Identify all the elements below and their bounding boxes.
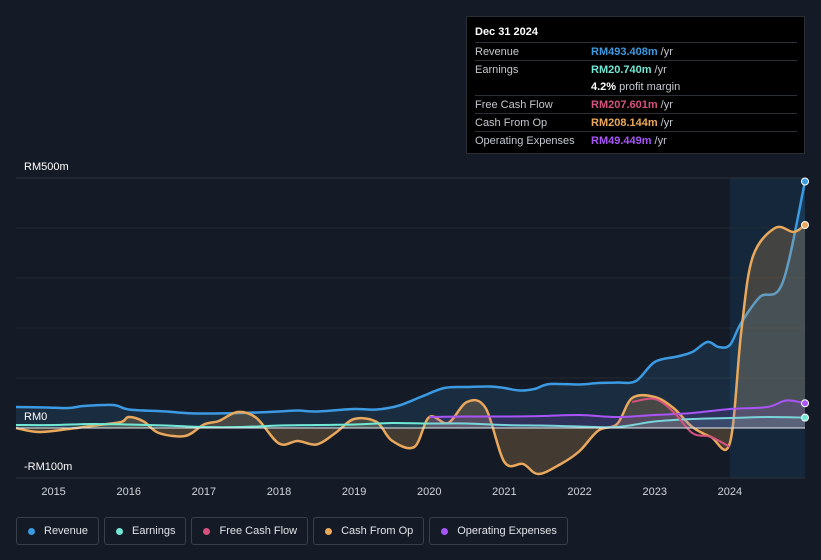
legend-dot-icon (203, 527, 211, 535)
tooltip-unit: /yr (654, 134, 667, 147)
series-area-operating-expenses (429, 400, 805, 428)
chart-area: RM500m RM0 -RM100m 2015 2016 2017 2018 2019 2… (15, 161, 809, 498)
tooltip-unit: /yr (660, 116, 673, 129)
tooltip-unit: profit margin (619, 80, 681, 93)
legend-dot-icon (441, 527, 449, 535)
legend-label: Revenue (44, 525, 89, 537)
tooltip-unit: /yr (660, 98, 673, 111)
y-tick-label-500: RM500m (24, 161, 69, 173)
tooltip-row-cash-from-op: Cash From Op RM208.144m /yr (475, 113, 797, 131)
tooltip-unit: /yr (660, 45, 673, 58)
tooltip-row-earnings: Earnings RM20.740m /yr (475, 60, 797, 78)
legend-item-free-cash-flow[interactable]: Free Cash Flow (191, 517, 309, 545)
series-line-earnings (15, 415, 806, 429)
x-tick-label: 2023 (642, 486, 666, 498)
legend-item-revenue[interactable]: Revenue (16, 517, 100, 545)
x-tick-label: 2019 (342, 486, 366, 498)
data-tooltip: Dec 31 2024 Revenue RM493.408m /yr Earni… (466, 16, 805, 154)
legend-dot-icon (28, 527, 35, 535)
gridlines (16, 177, 805, 479)
tooltip-value: RM207.601m (591, 98, 658, 111)
series-area-revenue (16, 181, 805, 428)
tooltip-label: Operating Expenses (475, 134, 575, 147)
series-line-operating-expenses (429, 399, 806, 418)
tooltip-label: Revenue (475, 45, 520, 58)
tooltip-value: RM493.408m (591, 45, 658, 58)
tooltip-value: RM49.449m (591, 134, 652, 147)
y-tick-label-0: RM0 (24, 411, 47, 423)
tooltip-date: Dec 31 2024 (475, 26, 538, 38)
series-line-free-cash-flow (632, 397, 731, 448)
legend-item-operating-expenses[interactable]: Operating Expenses (429, 517, 568, 545)
chart-legend: Revenue Earnings Free Cash Flow Cash Fro… (16, 517, 568, 545)
legend-dot-icon (325, 527, 333, 535)
tooltip-unit: /yr (654, 63, 667, 76)
x-tick-label: 2022 (567, 486, 591, 498)
y-tick-label-minus100: -RM100m (24, 461, 72, 473)
legend-label: Earnings (132, 525, 176, 537)
x-tick-label: 2021 (492, 486, 516, 498)
tooltip-label: Cash From Op (475, 116, 548, 129)
end-point-earnings (801, 413, 809, 422)
legend-label: Free Cash Flow (219, 525, 298, 537)
end-point-cash-from-op (801, 221, 809, 229)
legend-label: Operating Expenses (457, 525, 557, 537)
legend-item-cash-from-op[interactable]: Cash From Op (313, 517, 425, 545)
legend-item-earnings[interactable]: Earnings (104, 517, 187, 545)
tooltip-value: RM20.740m (591, 63, 652, 76)
legend-label: Cash From Op (341, 525, 414, 537)
series-area-cash-from-op (16, 225, 805, 474)
tooltip-row-profit-margin: 4.2% profit margin (475, 78, 797, 95)
x-tick-label: 2017 (192, 486, 216, 498)
tooltip-label: Earnings (475, 63, 519, 76)
tooltip-label: Free Cash Flow (475, 98, 553, 111)
series-line-revenue (15, 181, 807, 415)
x-tick-label: 2024 (718, 486, 742, 498)
x-tick-label: 2016 (116, 486, 140, 498)
tooltip-value: 4.2% (591, 80, 617, 93)
tooltip-row-revenue: Revenue RM493.408m /yr (475, 42, 797, 60)
x-tick-label: 2015 (41, 486, 65, 498)
end-point-operating-expenses (801, 399, 809, 408)
legend-dot-icon (116, 527, 124, 535)
tooltip-value: RM208.144m (591, 116, 658, 129)
end-point-revenue (801, 177, 809, 186)
x-tick-label: 2018 (267, 486, 291, 498)
tooltip-row-free-cash-flow: Free Cash Flow RM207.601m /yr (475, 95, 797, 113)
x-tick-label: 2020 (417, 486, 441, 498)
tooltip-row-operating-expenses: Operating Expenses RM49.449m /yr (475, 131, 797, 149)
